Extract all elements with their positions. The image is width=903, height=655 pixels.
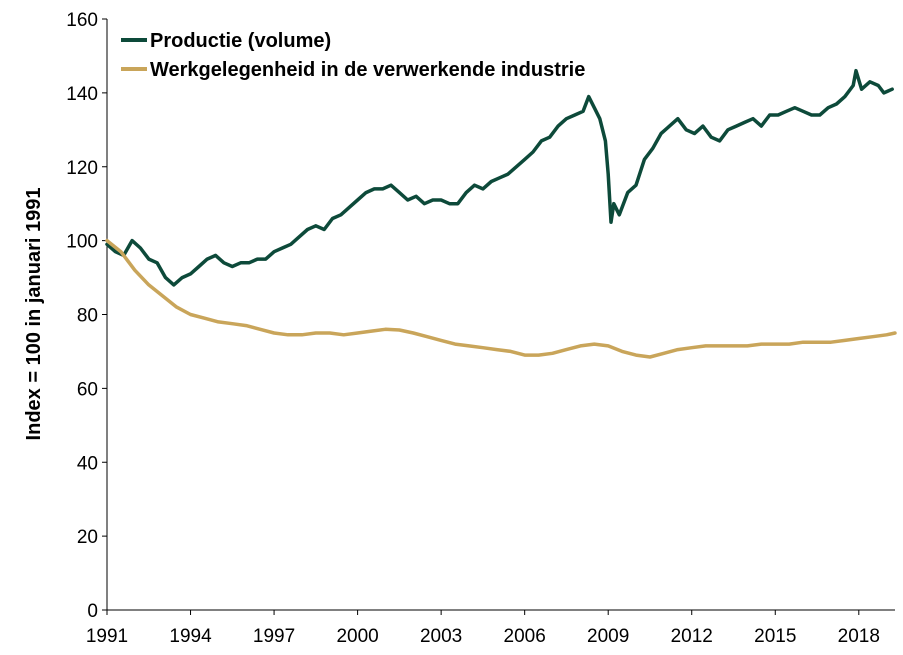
y-tick-label: 0 [87, 601, 98, 622]
x-tick-label: 2012 [671, 626, 713, 647]
x-tick-label: 2000 [336, 626, 378, 647]
y-tick-label: 80 [77, 306, 98, 327]
y-tick-label: 100 [66, 232, 98, 253]
y-ticks: 0 20 40 60 80 100 120 140 160 [66, 10, 107, 622]
x-tick-label: 2018 [838, 626, 880, 647]
y-axis-title: Index = 100 in januari 1991 [23, 188, 45, 441]
series-line-productie [105, 68, 894, 287]
x-tick-label: 1991 [86, 626, 128, 647]
y-tick-label: 60 [77, 379, 98, 400]
y-tick-label: 20 [77, 527, 98, 548]
legend-label-werkgelegenheid: Werkgelegenheid in de verwerkende indust… [150, 59, 585, 81]
y-tick-label: 160 [66, 10, 98, 31]
y-tick-label: 120 [66, 158, 98, 179]
y-tick-label: 140 [66, 84, 98, 105]
x-tick-label: 2015 [754, 626, 796, 647]
x-tick-label: 1994 [169, 626, 212, 647]
y-axis: 0 20 40 60 80 100 120 140 160 Index = 100 in jan… [23, 10, 108, 622]
x-tick-label: 2003 [420, 626, 462, 647]
x-ticks: 1991 1994 1997 2000 2003 2006 2009 2012 2015 2018 [86, 610, 880, 647]
series-layer [105, 68, 897, 359]
legend: Productie (volume) Werkgelegenheid in de… [121, 30, 585, 81]
x-tick-label: 2009 [587, 626, 629, 647]
x-tick-label: 1997 [253, 626, 295, 647]
series-line-werkgelegenheid [105, 238, 897, 359]
legend-label-productie: Productie (volume) [150, 30, 331, 52]
x-tick-label: 2006 [504, 626, 546, 647]
x-axis: 1991 1994 1997 2000 2003 2006 2009 2012 2015 2018 [86, 609, 895, 647]
y-tick-label: 40 [77, 453, 98, 474]
